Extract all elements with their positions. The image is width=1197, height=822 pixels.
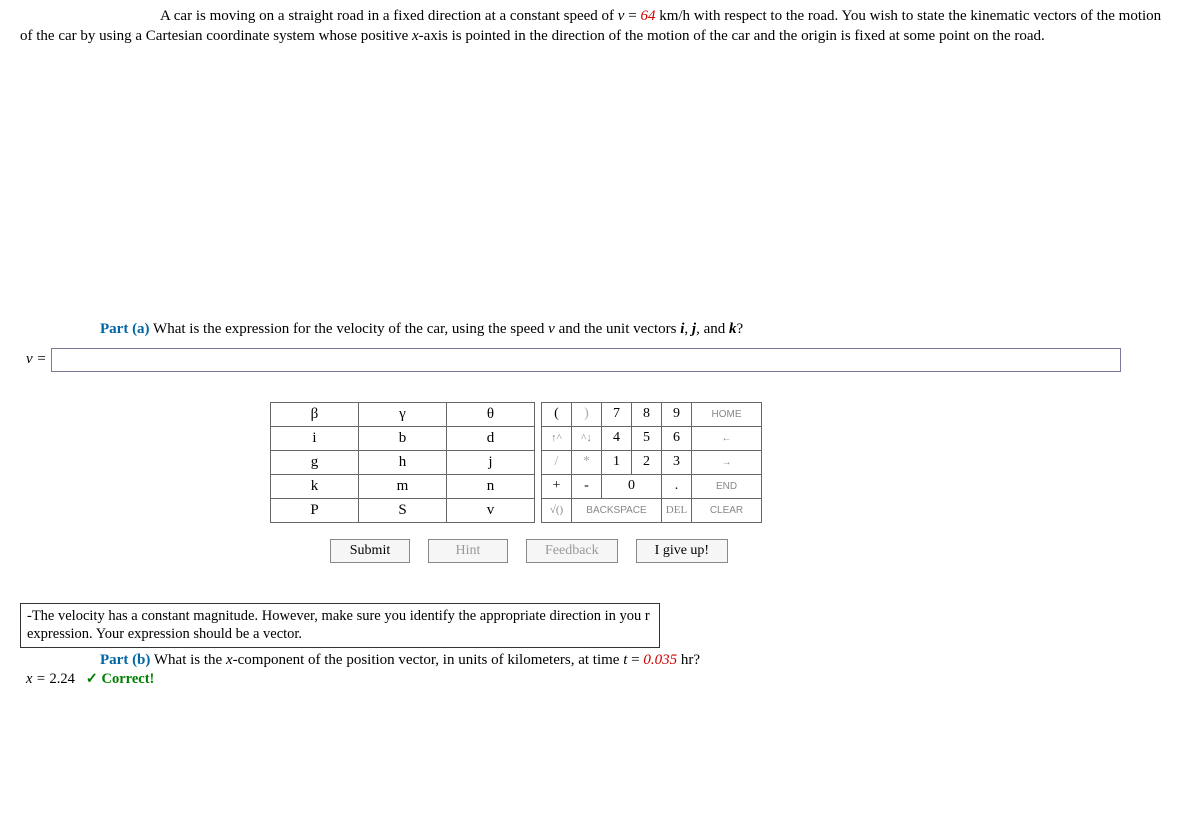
keypad: β γ θ i b d g h j k m n P S v — [270, 402, 1177, 563]
key-i[interactable]: i — [271, 426, 359, 450]
key-8[interactable]: 8 — [632, 402, 662, 426]
key-clear[interactable]: CLEAR — [692, 498, 762, 522]
part-b-question: Part (b) What is the x-component of the … — [100, 652, 1177, 669]
key-3[interactable]: 3 — [662, 450, 692, 474]
key-g[interactable]: g — [271, 450, 359, 474]
key-1[interactable]: 1 — [602, 450, 632, 474]
key-p[interactable]: P — [271, 498, 359, 522]
key-sqrt[interactable]: √() — [542, 498, 572, 522]
answer-a-prefix: v = — [26, 351, 47, 368]
key-minus[interactable]: - — [572, 474, 602, 498]
submit-button[interactable]: Submit — [330, 539, 410, 563]
key-v[interactable]: v — [447, 498, 535, 522]
key-5[interactable]: 5 — [632, 426, 662, 450]
key-k[interactable]: k — [271, 474, 359, 498]
key-lparen[interactable]: ( — [542, 402, 572, 426]
key-left[interactable]: ← — [692, 426, 762, 450]
key-theta[interactable]: θ — [447, 402, 535, 426]
key-7[interactable]: 7 — [602, 402, 632, 426]
key-beta[interactable]: β — [271, 402, 359, 426]
key-s[interactable]: S — [359, 498, 447, 522]
key-d[interactable]: d — [447, 426, 535, 450]
answer-a-input[interactable] — [51, 348, 1121, 372]
key-9[interactable]: 9 — [662, 402, 692, 426]
key-0[interactable]: 0 — [602, 474, 662, 498]
hint-button[interactable]: Hint — [428, 539, 508, 563]
key-right[interactable]: → — [692, 450, 762, 474]
key-rparen[interactable]: ) — [572, 402, 602, 426]
action-row: Submit Hint Feedback I give up! — [330, 539, 1177, 563]
key-6[interactable]: 6 — [662, 426, 692, 450]
key-m[interactable]: m — [359, 474, 447, 498]
key-plus[interactable]: + — [542, 474, 572, 498]
hint-text: -The velocity has a constant magnitude. … — [20, 603, 660, 649]
key-star[interactable]: * — [572, 450, 602, 474]
key-2[interactable]: 2 — [632, 450, 662, 474]
key-dot[interactable]: . — [662, 474, 692, 498]
part-a-question: Part (a) What is the expression for the … — [100, 321, 1177, 338]
keypad-numbers: ( ) 7 8 9 HOME ↑^ ^↓ 4 5 6 ← / * 1 2 3 — [541, 402, 762, 523]
feedback-button[interactable]: Feedback — [526, 539, 618, 563]
key-h[interactable]: h — [359, 450, 447, 474]
key-gamma[interactable]: γ — [359, 402, 447, 426]
key-home[interactable]: HOME — [692, 402, 762, 426]
key-slash[interactable]: / — [542, 450, 572, 474]
key-del[interactable]: DEL — [662, 498, 692, 522]
key-j[interactable]: j — [447, 450, 535, 474]
key-4[interactable]: 4 — [602, 426, 632, 450]
key-up[interactable]: ↑^ — [542, 426, 572, 450]
answer-b: x = 2.24 ✓ Correct! — [26, 671, 1177, 688]
giveup-button[interactable]: I give up! — [636, 539, 728, 563]
problem-statement: A car is moving on a straight road in a … — [20, 6, 1177, 47]
key-b[interactable]: b — [359, 426, 447, 450]
keypad-symbols: β γ θ i b d g h j k m n P S v — [270, 402, 535, 523]
key-end[interactable]: END — [692, 474, 762, 498]
key-n[interactable]: n — [447, 474, 535, 498]
key-down[interactable]: ^↓ — [572, 426, 602, 450]
key-backspace[interactable]: BACKSPACE — [572, 498, 662, 522]
